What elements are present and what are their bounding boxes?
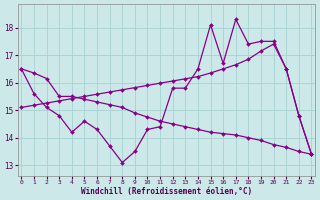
X-axis label: Windchill (Refroidissement éolien,°C): Windchill (Refroidissement éolien,°C) bbox=[81, 187, 252, 196]
